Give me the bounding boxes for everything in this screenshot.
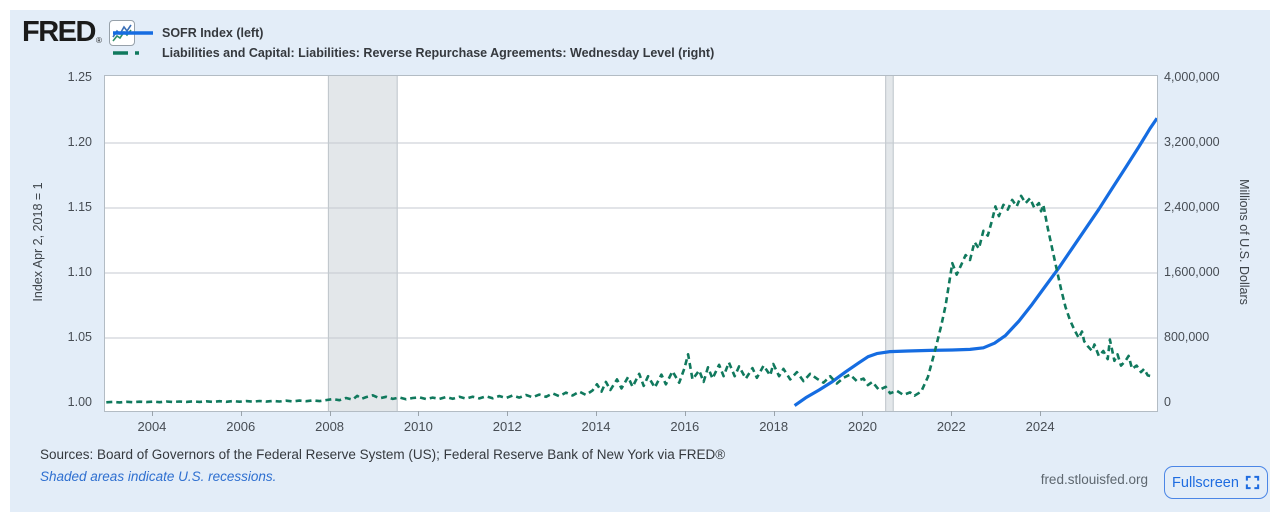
x-tick-mark — [684, 411, 686, 416]
y-left-tick-label: 1.10 — [67, 265, 92, 279]
y-left-tick-label: 1.25 — [67, 70, 92, 84]
y-right-tick-label: 0 — [1164, 395, 1171, 409]
sources-text: Sources: Board of Governors of the Feder… — [40, 447, 726, 462]
series-line-1 — [106, 194, 1152, 404]
recession-note-link[interactable]: Shaded areas indicate U.S. recessions. — [40, 469, 277, 484]
y-right-tick-label: 4,000,000 — [1164, 70, 1220, 84]
x-tick-label: 2018 — [759, 419, 789, 434]
y-left-tick-label: 1.05 — [67, 330, 92, 344]
x-tick-label: 2008 — [315, 419, 345, 434]
recession-band — [885, 76, 894, 411]
y-right-tick-label: 2,400,000 — [1164, 200, 1220, 214]
x-tick-mark — [596, 411, 598, 416]
fred-logo-text: FRED — [22, 16, 96, 48]
fullscreen-button[interactable]: Fullscreen — [1164, 466, 1268, 499]
series-line-0 — [793, 117, 1157, 407]
y-left-tick-label: 1.15 — [67, 200, 92, 214]
x-tick-mark — [240, 411, 242, 416]
x-tick-mark — [418, 411, 420, 416]
x-tick-label: 2004 — [137, 419, 167, 434]
y-right-tick-label: 800,000 — [1164, 330, 1210, 344]
right-axis-title: Millions of U.S. Dollars — [1237, 179, 1251, 305]
y-left-tick-label: 1.20 — [67, 135, 92, 149]
site-url: fred.stlouisfed.org — [1040, 472, 1148, 487]
rrp-dashed-line-marker-icon — [113, 51, 153, 55]
legend-item-sofr: SOFR Index (left) — [112, 23, 714, 43]
x-tick-mark — [507, 411, 509, 416]
y-right-tick-label: 3,200,000 — [1164, 135, 1220, 149]
x-tick-mark — [151, 411, 153, 416]
x-tick-label: 2020 — [848, 419, 877, 434]
fullscreen-button-label: Fullscreen — [1172, 474, 1239, 491]
legend-item-rrp: Liabilities and Capital: Liabilities: Re… — [112, 43, 714, 63]
y-left-tick-label: 1.00 — [67, 395, 92, 409]
x-tick-mark — [862, 411, 864, 416]
legend: SOFR Index (left) Liabilities and Capita… — [112, 23, 714, 63]
y-right-tick-label: 1,600,000 — [1164, 265, 1220, 279]
x-tick-mark — [951, 411, 953, 416]
x-tick-label: 2024 — [1025, 419, 1055, 434]
recession-band — [328, 76, 398, 411]
expand-corners-icon — [1245, 475, 1260, 490]
x-tick-label: 2012 — [492, 419, 522, 434]
x-tick-mark — [1040, 411, 1042, 416]
chart-canvas[interactable] — [105, 76, 1157, 411]
x-tick-label: 2010 — [403, 419, 433, 434]
plot-area[interactable] — [104, 75, 1158, 412]
fred-logo-registered-mark: ® — [95, 36, 102, 45]
x-tick-label: 2006 — [226, 419, 256, 434]
x-tick-mark — [329, 411, 331, 416]
x-tick-mark — [773, 411, 775, 416]
x-tick-label: 2016 — [670, 419, 700, 434]
legend-label-sofr: SOFR Index (left) — [162, 26, 264, 40]
x-tick-label: 2022 — [936, 419, 966, 434]
legend-label-rrp: Liabilities and Capital: Liabilities: Re… — [162, 46, 715, 60]
x-tick-label: 2014 — [581, 419, 611, 434]
sofr-line-marker-icon — [113, 31, 153, 35]
